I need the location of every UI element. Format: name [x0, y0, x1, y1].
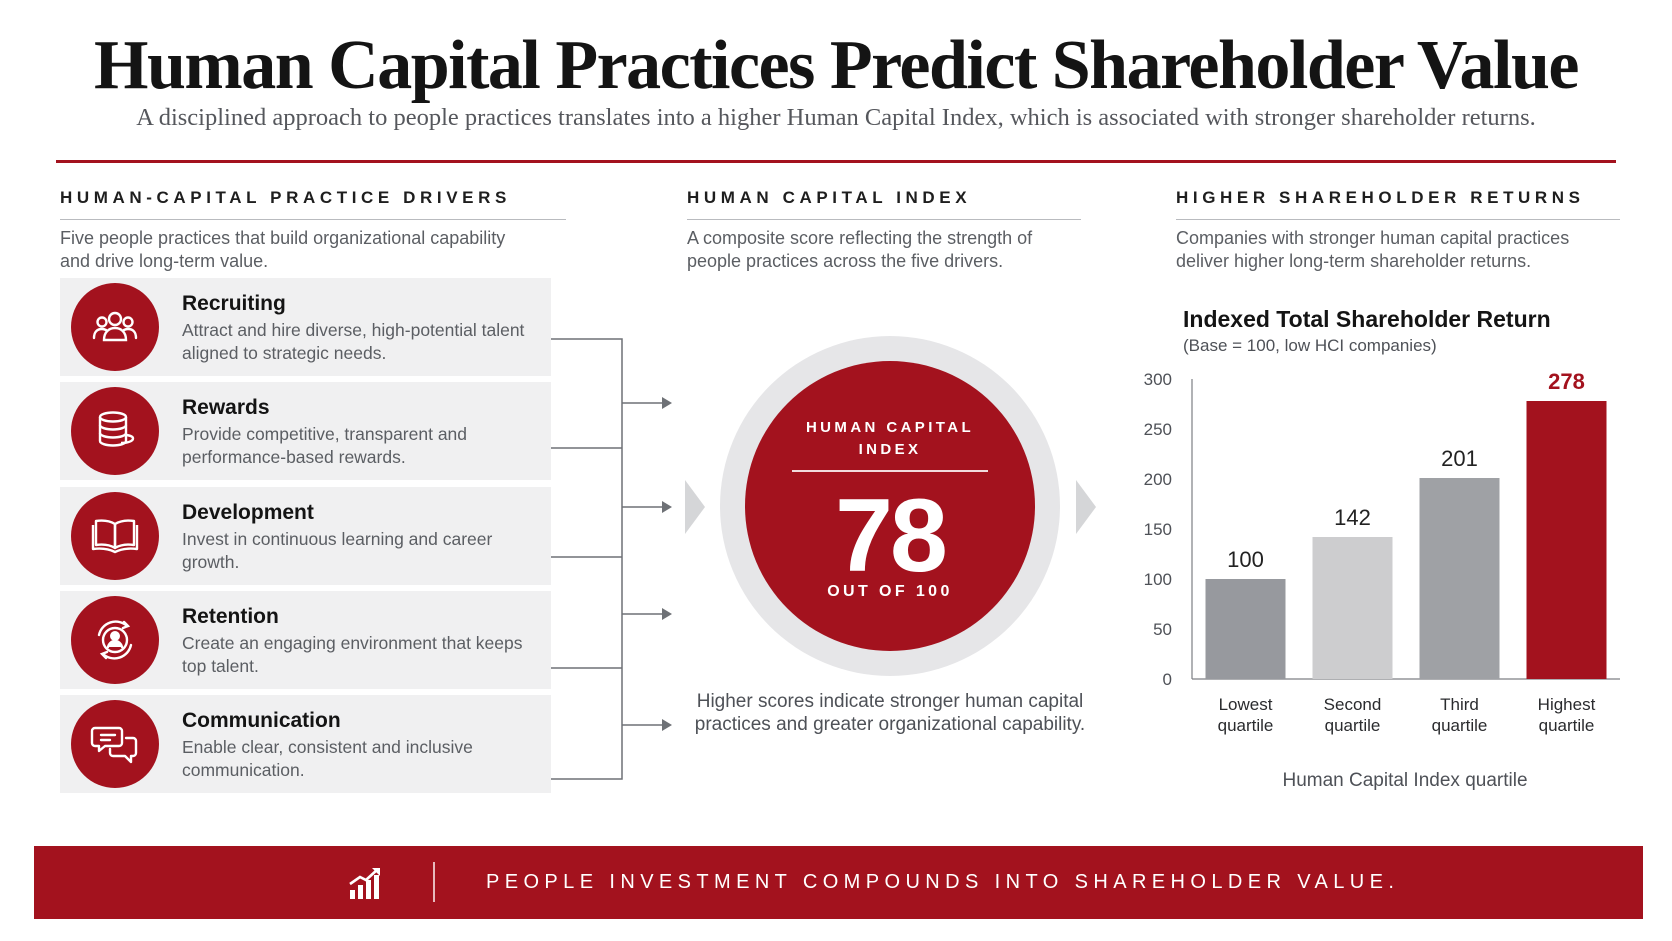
index-heading: HUMAN CAPITAL INDEX: [687, 188, 972, 207]
x-tick-label: quartile: [1325, 716, 1381, 735]
bar-value-label: 278: [1548, 370, 1585, 394]
x-tick-label: quartile: [1432, 716, 1488, 735]
index-out-of: OUT OF 100: [827, 583, 953, 600]
returns-heading: HIGHER SHAREHOLDER RETURNS: [1176, 188, 1585, 207]
drivers-heading: HUMAN-CAPITAL PRACTICE DRIVERS: [60, 188, 511, 207]
drivers-description: Five people practices that build organiz…: [60, 228, 506, 271]
driver-description: Invest in continuous learning and career…: [182, 529, 493, 572]
tsr-bar-chart: 0 50 100 150 200 250 300 100 Lowest quartile 142 Se…: [1144, 370, 1620, 735]
driver-card-retention: Retention Create an engaging environment…: [60, 591, 551, 689]
bar-value-label: 201: [1441, 446, 1478, 471]
x-tick-label: quartile: [1539, 716, 1595, 735]
index-score: 78: [835, 478, 948, 594]
driver-description: Attract and hire diverse, high-potential…: [182, 320, 525, 363]
page-subtitle: A disciplined approach to people practic…: [136, 104, 1536, 131]
bar-1: [1312, 537, 1393, 679]
index-note: Higher scores indicate stronger human ca…: [694, 691, 1086, 735]
driver-name: Retention: [182, 605, 279, 628]
banner-text: PEOPLE INVESTMENT COMPOUNDS INTO SHAREHO…: [486, 871, 1400, 893]
y-tick-label: 300: [1144, 370, 1172, 389]
driver-name: Development: [182, 501, 314, 524]
x-tick-label: Highest: [1538, 695, 1596, 714]
banner-divider: [433, 862, 435, 902]
person-cycle-icon: [71, 596, 159, 684]
open-book-icon: [71, 492, 159, 580]
y-tick-label: 0: [1163, 670, 1172, 689]
arrow-right-icon: [685, 480, 705, 534]
driver-name: Recruiting: [182, 292, 286, 315]
driver-card-development: Development Invest in continuous learnin…: [60, 487, 551, 585]
bar-3: [1526, 401, 1607, 679]
index-description: A composite score reflecting the strengt…: [687, 228, 1033, 271]
chart-x-axis-title: Human Capital Index quartile: [1282, 770, 1528, 791]
drivers-heading-rule: [60, 219, 566, 220]
growth-chart-icon: [349, 868, 380, 899]
index-badge: HUMAN CAPITAL INDEX 78 OUT OF 100: [745, 361, 1035, 651]
index-heading-rule: [687, 219, 1081, 220]
driver-name: Communication: [182, 709, 341, 732]
driver-description: Provide competitive, transparent and per…: [182, 424, 468, 467]
speech-bubbles-icon: [71, 700, 159, 788]
returns-heading-rule: [1176, 219, 1620, 220]
driver-card-communication: Communication Enable clear, consistent a…: [60, 695, 551, 793]
title-divider: [56, 160, 1616, 163]
driver-name: Rewards: [182, 396, 270, 419]
bar-0: [1205, 579, 1286, 679]
y-tick-label: 250: [1144, 420, 1172, 439]
x-tick-label: Third: [1440, 695, 1479, 714]
y-tick-label: 200: [1144, 470, 1172, 489]
bar-2: [1419, 478, 1500, 679]
x-tick-label: Second: [1324, 695, 1382, 714]
y-tick-label: 50: [1153, 620, 1172, 639]
y-tick-label: 100: [1144, 570, 1172, 589]
index-badge-rule: [792, 470, 988, 472]
x-tick-label: Lowest: [1219, 695, 1273, 714]
bar-value-label: 100: [1227, 547, 1264, 572]
index-label: HUMAN CAPITAL INDEX: [805, 419, 975, 458]
chart-subtitle: (Base = 100, low HCI companies): [1183, 336, 1437, 355]
bottom-banner: PEOPLE INVESTMENT COMPOUNDS INTO SHAREHO…: [34, 846, 1643, 919]
x-tick-label: quartile: [1218, 716, 1274, 735]
bar-value-label: 142: [1334, 505, 1371, 530]
arrow-right-icon: [1076, 480, 1096, 534]
returns-description: Companies with stronger human capital pr…: [1176, 228, 1570, 271]
chart-title: Indexed Total Shareholder Return: [1183, 306, 1551, 332]
driver-description: Enable clear, consistent and inclusive c…: [182, 737, 473, 780]
driver-card-recruiting: Recruiting Attract and hire diverse, hig…: [60, 278, 551, 376]
people-group-icon: [71, 283, 159, 371]
driver-card-rewards: Rewards Provide competitive, transparent…: [60, 382, 551, 480]
coin-stack-icon: [71, 387, 159, 475]
driver-description: Create an engaging environment that keep…: [182, 633, 523, 676]
y-tick-label: 150: [1144, 520, 1172, 539]
page-title: Human Capital Practices Predict Sharehol…: [94, 27, 1579, 104]
